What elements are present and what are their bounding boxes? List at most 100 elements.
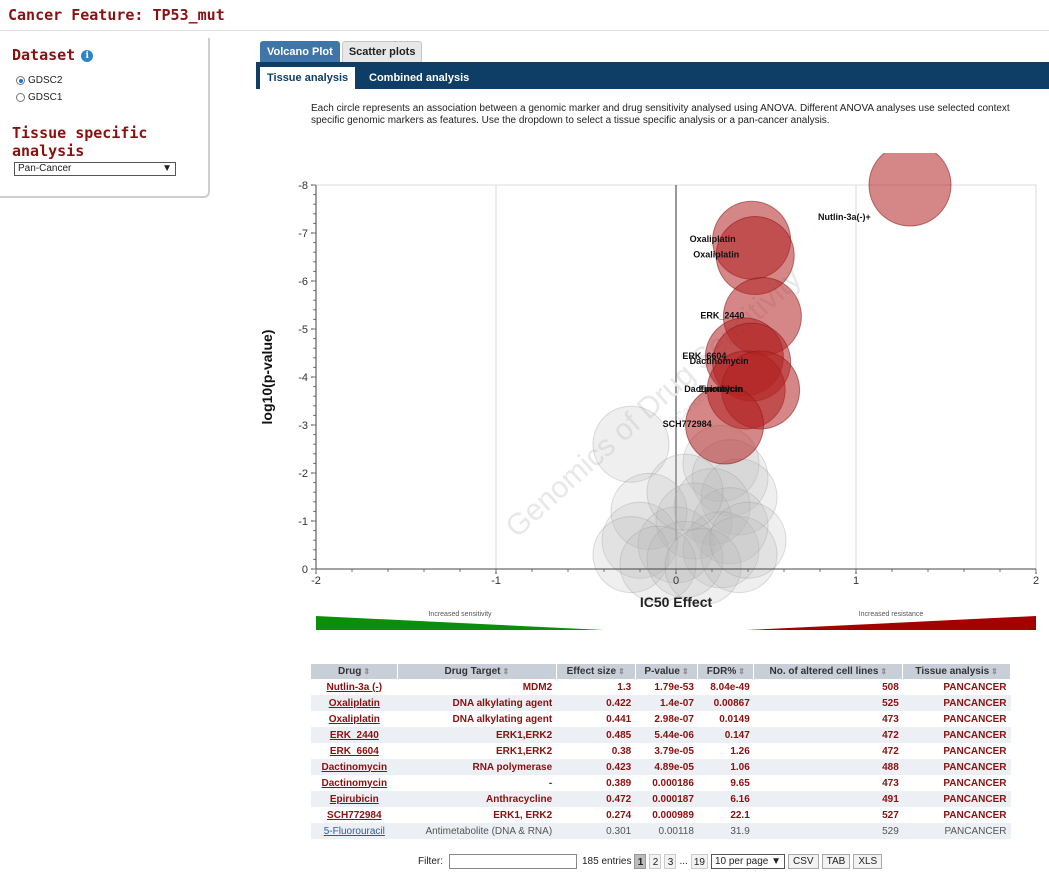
- table-cell: 0.301: [556, 823, 636, 839]
- table-row: 5-Fluorouracil Antimetabolite (DNA & RNA)…: [311, 823, 1011, 839]
- radio-button-gdsc1[interactable]: [16, 93, 25, 102]
- plot-description: Each circle represents an association be…: [311, 103, 1010, 126]
- table-cell: 472: [753, 727, 903, 743]
- x-axis-label: IC50 Effect: [640, 594, 713, 610]
- page-title: Cancer Feature: TP53_mut: [8, 6, 225, 24]
- page-1-button[interactable]: 1: [634, 854, 647, 869]
- dataset-heading: Dataset i: [12, 46, 94, 64]
- column-header-label: Tissue analysis: [915, 666, 990, 677]
- export-tab-button[interactable]: TAB: [821, 854, 851, 869]
- column-header[interactable]: Drug ⇕: [311, 664, 399, 679]
- y-tick-label: -7: [298, 228, 308, 240]
- drug-link[interactable]: Nutlin-3a (-): [326, 681, 383, 693]
- table-cell: 4.89e-05: [635, 759, 698, 775]
- title-divider: [0, 30, 1049, 31]
- filter-input[interactable]: [449, 854, 577, 869]
- nonsignificant-point: [700, 516, 778, 594]
- radio-gdsc2[interactable]: GDSC2: [16, 75, 62, 86]
- sort-icon[interactable]: ⇕: [880, 667, 888, 676]
- table-row: Dactinomycin -0.389 0.000186 9.65 473 PANCANC…: [311, 775, 1011, 791]
- table-cell: 0.000989: [635, 807, 698, 823]
- sort-icon[interactable]: ⇕: [991, 667, 998, 676]
- table-cell: 6.16: [697, 791, 754, 807]
- column-header[interactable]: Tissue analysis ⇕: [902, 664, 1011, 679]
- column-header-label: No. of altered cell lines: [769, 666, 879, 677]
- radio-gdsc1[interactable]: GDSC1: [16, 92, 62, 103]
- export-xls-button[interactable]: XLS: [853, 854, 883, 869]
- chevron-down-icon: ▼: [771, 856, 782, 867]
- nonsignificant-point: [619, 525, 697, 603]
- tab-tissue-analysis[interactable]: Tissue analysis: [260, 67, 356, 89]
- x-tick-label: 1: [853, 575, 859, 587]
- drug-link[interactable]: ERK_2440: [329, 729, 379, 741]
- drug-link[interactable]: Epirubicin: [329, 793, 379, 805]
- column-header-label: FDR%: [706, 666, 737, 677]
- table-cell: 0.147: [697, 727, 754, 743]
- table-row: ERK_6604 ERK1,ERK2 0.38 3.79e-05 1.26 472 PANC…: [311, 743, 1011, 759]
- table-cell: Oxaliplatin: [311, 695, 398, 711]
- x-tick-label: -2: [311, 575, 321, 587]
- nonsignificant-point: [691, 487, 769, 565]
- axes: -2 -1 0 1 2 0 -1 -2 -3 -4 -5 -6 -7 -8: [298, 180, 1039, 587]
- tab-scatter-plots[interactable]: Scatter plots: [341, 41, 423, 62]
- table-cell: PANCANCER: [902, 711, 1011, 727]
- table-cell: Oxaliplatin: [311, 711, 398, 727]
- page-last-button[interactable]: 19: [690, 854, 708, 869]
- chevron-down-icon: ▼: [162, 163, 172, 174]
- drug-link[interactable]: ERK_6604: [329, 745, 379, 757]
- point-label: ERK_6604: [682, 351, 726, 361]
- info-icon[interactable]: i: [81, 50, 94, 62]
- drug-link[interactable]: SCH772984: [327, 809, 382, 821]
- drug-link[interactable]: Oxaliplatin: [328, 713, 380, 725]
- drug-link[interactable]: Oxaliplatin: [328, 697, 380, 709]
- table-cell: 0.422: [556, 695, 636, 711]
- table-cell: 5.44e-06: [635, 727, 698, 743]
- table-cell: -: [397, 775, 557, 791]
- sort-icon[interactable]: ⇕: [618, 667, 625, 676]
- tab-volcano-plot[interactable]: Volcano Plot: [260, 41, 340, 62]
- table-cell: RNA polymerase: [397, 759, 557, 775]
- drug-link[interactable]: Dactinomycin: [321, 761, 388, 773]
- table-row: SCH772984 ERK1, ERK2 0.274 0.000989 22.1 527 P…: [311, 807, 1011, 823]
- table-cell: 0.441: [556, 711, 636, 727]
- nonsignificant-point: [673, 468, 751, 546]
- sort-icon[interactable]: ⇕: [738, 667, 745, 676]
- column-header[interactable]: Effect size ⇕: [556, 664, 636, 679]
- column-header[interactable]: P-value ⇕: [635, 664, 699, 679]
- tab-combined-analysis[interactable]: Combined analysis: [369, 72, 470, 84]
- y-tick-label: 0: [302, 564, 308, 576]
- drug-link[interactable]: 5-Fluorouracil: [323, 825, 385, 837]
- page-2-button[interactable]: 2: [649, 854, 662, 869]
- sort-icon[interactable]: ⇕: [363, 667, 371, 676]
- column-header[interactable]: No. of altered cell lines ⇕: [753, 664, 904, 679]
- table-cell: ERK1,ERK2: [397, 727, 557, 743]
- per-page-select[interactable]: 10 per page ▼: [710, 854, 786, 869]
- table-cell: 473: [753, 711, 903, 727]
- radio-button-gdsc2[interactable]: [16, 76, 25, 85]
- table-cell: 8.04e-49: [697, 679, 754, 695]
- sort-icon[interactable]: ⇕: [502, 667, 510, 676]
- sort-icon[interactable]: ⇕: [681, 667, 689, 676]
- nonsignificant-point: [610, 472, 688, 550]
- significant-point: [868, 153, 952, 227]
- radio-label-gdsc2: GDSC2: [28, 75, 63, 86]
- export-csv-button[interactable]: CSV: [788, 854, 819, 869]
- y-tick-label: -3: [298, 420, 308, 432]
- table-cell: 0.00867: [697, 695, 754, 711]
- page-3-button[interactable]: 3: [664, 854, 677, 869]
- column-header[interactable]: FDR% ⇕: [697, 664, 755, 679]
- table-cell: 0.38: [556, 743, 636, 759]
- point-label: Nutlin-3a(-)+: [818, 212, 871, 222]
- view-tabs: Volcano Plot Scatter plots: [260, 41, 423, 62]
- resistance-wedge: [747, 616, 1036, 630]
- results-table: Drug ⇕ Drug Target ⇕ Effect size ⇕ P-value ⇕ FDR…: [311, 664, 1011, 839]
- table-cell: Antimetabolite (DNA & RNA): [397, 823, 557, 839]
- table-cell: 0.0149: [697, 711, 754, 727]
- table-cell: DNA alkylating agent: [397, 695, 557, 711]
- drug-link[interactable]: Dactinomycin: [321, 777, 388, 789]
- nonsignificant-point: [709, 501, 787, 579]
- tissue-select[interactable]: Pan-Cancer ▼: [14, 162, 176, 176]
- column-header[interactable]: Drug Target ⇕: [397, 664, 557, 679]
- table-row: Oxaliplatin DNA alkylating agent 0.441 2.98…: [311, 711, 1011, 727]
